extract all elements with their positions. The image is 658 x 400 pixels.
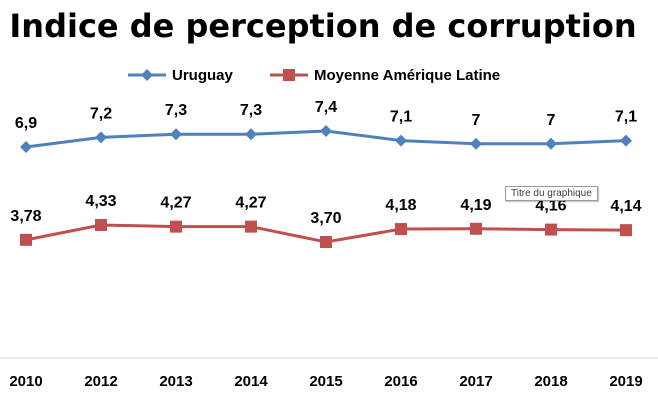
- data-label-latam: 4,27: [235, 195, 266, 212]
- data-point-latam: [620, 224, 632, 237]
- x-tick-label: 2019: [609, 373, 642, 390]
- legend-label-latam: Moyenne Amérique Latine: [314, 67, 500, 84]
- data-point-uruguay: [95, 131, 107, 144]
- x-tick-label: 2016: [384, 373, 417, 390]
- legend: Uruguay Moyenne Amérique Latine: [128, 67, 500, 84]
- legend-marker-uruguay: [141, 69, 153, 81]
- data-label-uruguay: 7,2: [90, 105, 112, 122]
- data-label-latam: 4,33: [85, 193, 116, 210]
- data-point-latam: [95, 219, 107, 231]
- data-label-uruguay: 6,9: [15, 115, 37, 132]
- data-point-latam: [20, 233, 32, 246]
- data-point-uruguay: [320, 125, 332, 137]
- x-axis-ticks: 2010 2012 2013 2014 2015 2016 2017 2018 2019: [9, 373, 642, 390]
- chart-title-tooltip: Titre du graphique: [505, 186, 598, 201]
- data-label-uruguay: 7,4: [315, 99, 337, 116]
- data-point-latam: [470, 222, 482, 235]
- data-point-uruguay: [470, 137, 482, 150]
- data-label-uruguay: 7: [547, 112, 556, 129]
- data-point-uruguay: [545, 137, 557, 150]
- data-label-uruguay: 7,1: [615, 109, 637, 126]
- data-point-uruguay: [245, 128, 257, 141]
- data-point-uruguay: [620, 134, 632, 147]
- legend-label-uruguay: Uruguay: [172, 67, 234, 84]
- x-tick-label: 2017: [459, 373, 492, 390]
- series-layer: 6,97,2 7,3 7,3 7,47,1 7 7 7,13,784,33 4,27 4,273…: [10, 99, 642, 248]
- x-tick-label: 2012: [84, 373, 117, 390]
- series-uruguay: 6,9 7,2 7,3 7,3 7,4 7,1 7 7 7,1: [15, 99, 637, 153]
- x-tick-label: 2013: [159, 373, 192, 390]
- data-label-latam: 4,27: [160, 195, 191, 212]
- data-point-latam: [545, 223, 557, 236]
- data-label-latam: 4,19: [460, 197, 491, 214]
- data-label-uruguay: 7: [472, 112, 481, 129]
- data-label-uruguay: 7,1: [390, 109, 412, 126]
- data-label-latam: 4,16: [535, 198, 566, 215]
- data-label-uruguay: 7,3: [240, 102, 262, 119]
- series-latam: 3,78 4,33 4,27 4,27 3,70 4,18 4,19 4,16 4,14: [10, 193, 642, 248]
- x-tick-label: 2015: [309, 373, 342, 390]
- data-point-uruguay: [170, 128, 182, 141]
- legend-marker-latam: [283, 69, 295, 81]
- data-label-latam: 3,78: [10, 208, 41, 225]
- data-point-uruguay: [395, 134, 407, 147]
- data-point-latam: [320, 236, 332, 248]
- data-label-latam: 3,70: [310, 210, 341, 227]
- chart-title: Indice de perception de corruption: [9, 7, 636, 45]
- data-label-latam: 4,18: [385, 197, 416, 214]
- data-label-uruguay: 7,3: [165, 102, 187, 119]
- x-tick-label: 2014: [234, 373, 268, 390]
- x-tick-label: 2018: [534, 373, 567, 390]
- data-point-latam: [395, 223, 407, 236]
- data-point-latam: [245, 220, 257, 233]
- x-tick-label: 2010: [9, 373, 42, 390]
- data-label-latam: 4,14: [610, 198, 641, 215]
- data-point-uruguay: [20, 141, 32, 153]
- data-point-latam: [170, 220, 182, 233]
